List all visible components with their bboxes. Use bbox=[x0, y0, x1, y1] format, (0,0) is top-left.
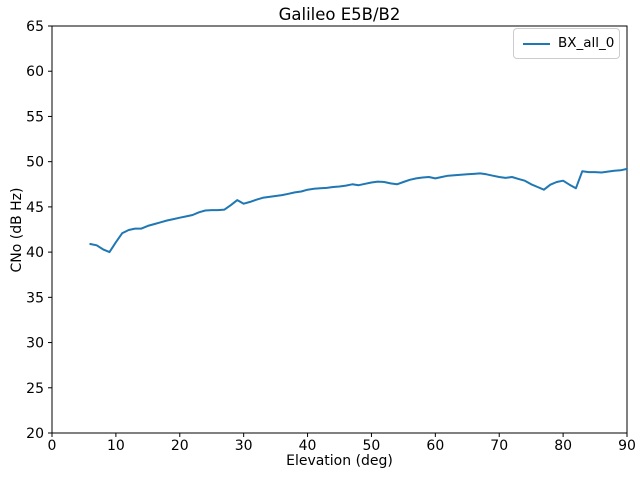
y-tick-label: 45 bbox=[26, 200, 44, 216]
y-tick-label: 60 bbox=[26, 64, 44, 80]
x-tick-label: 80 bbox=[554, 438, 572, 454]
x-tick-label: 70 bbox=[490, 438, 508, 454]
y-tick-label: 40 bbox=[26, 245, 44, 261]
legend-line-sample bbox=[523, 42, 550, 45]
x-tick-label: 20 bbox=[171, 438, 189, 454]
y-axis-label: CNo (dB Hz) bbox=[9, 187, 25, 273]
y-tick-label: 65 bbox=[26, 19, 44, 35]
y-tick-label: 55 bbox=[26, 109, 44, 125]
chart-title: Galileo E5B/B2 bbox=[278, 5, 401, 24]
x-axis-label: Elevation (deg) bbox=[286, 453, 393, 469]
y-tick-label: 50 bbox=[26, 155, 44, 171]
y-tick-label: 20 bbox=[26, 426, 44, 442]
legend-label: BX_all_0 bbox=[558, 34, 615, 51]
series-line-BX_all_0 bbox=[89, 167, 628, 254]
y-tick-label: 30 bbox=[26, 336, 44, 352]
y-tick-label: 35 bbox=[26, 290, 44, 306]
axes-spines bbox=[51, 25, 628, 434]
x-tick-label: 10 bbox=[107, 438, 125, 454]
x-tick-label: 60 bbox=[426, 438, 444, 454]
x-tick-label: 30 bbox=[235, 438, 253, 454]
x-tick-label: 50 bbox=[363, 438, 381, 454]
x-tick-label: 0 bbox=[48, 438, 57, 454]
x-tick-label: 90 bbox=[618, 438, 636, 454]
y-tick-label: 25 bbox=[26, 381, 44, 397]
x-tick-label: 40 bbox=[299, 438, 317, 454]
legend: BX_all_0 bbox=[513, 28, 620, 59]
